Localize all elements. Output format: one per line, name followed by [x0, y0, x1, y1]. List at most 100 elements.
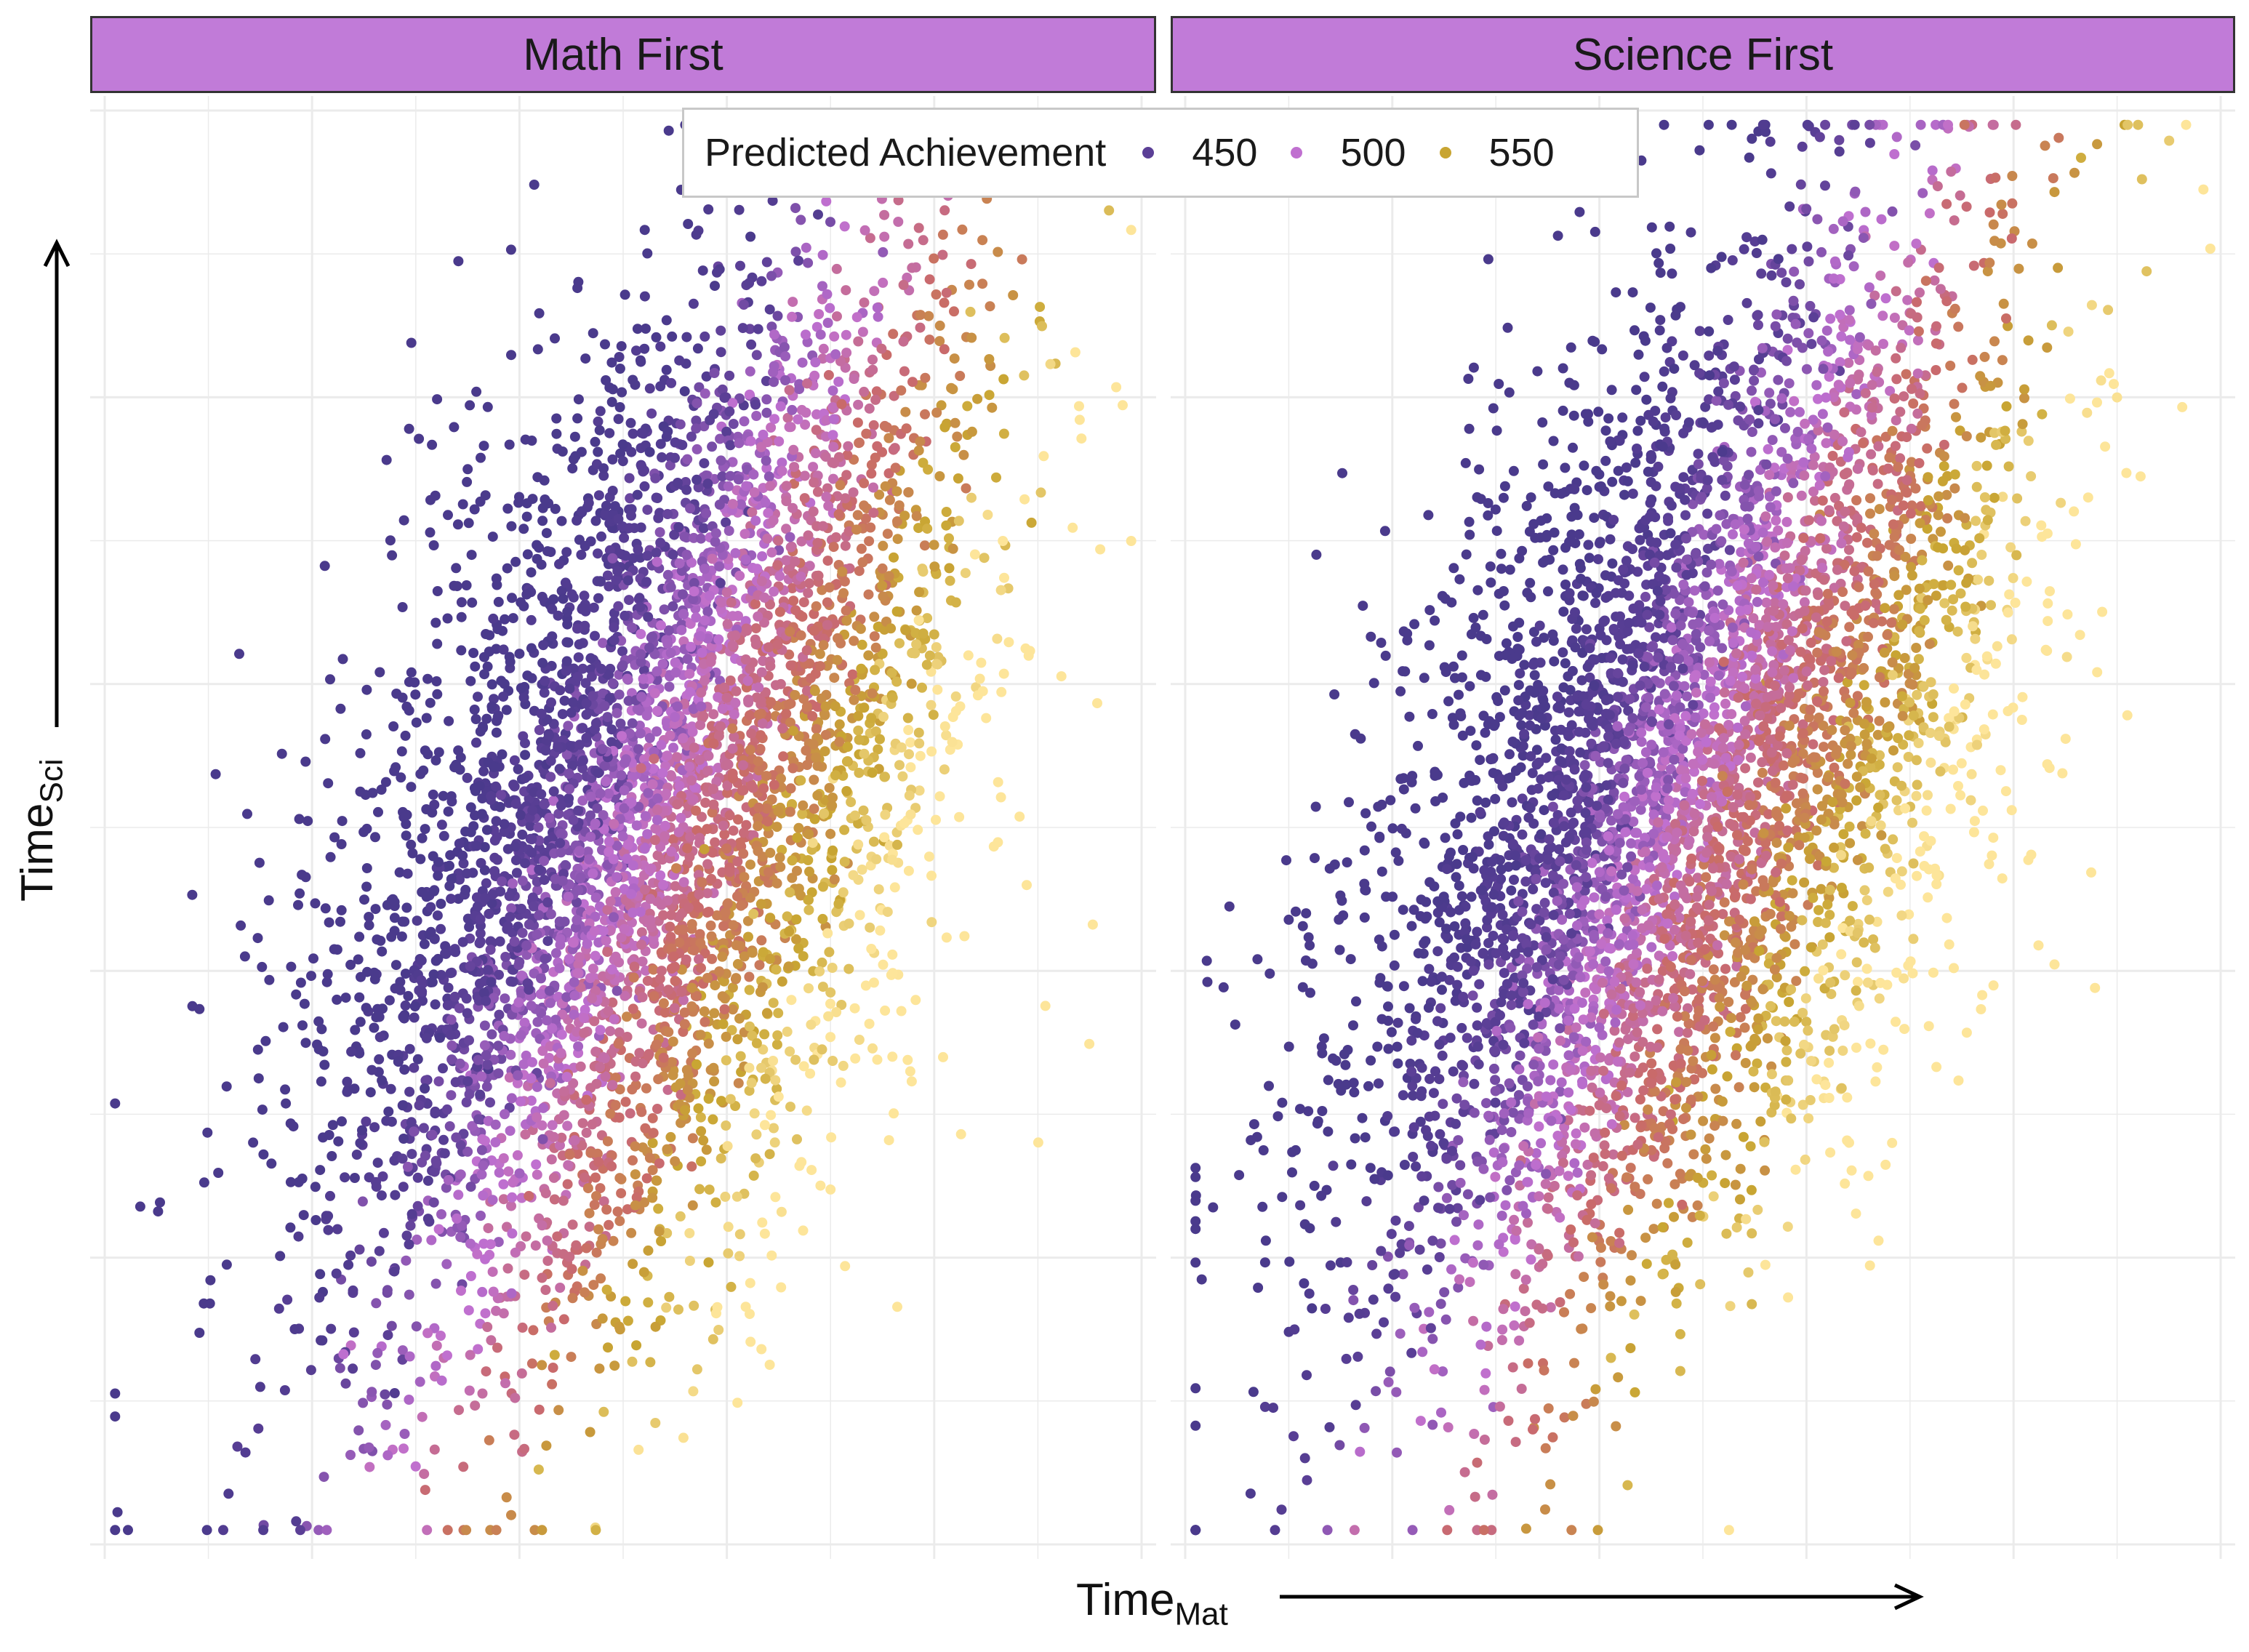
data-point	[617, 731, 627, 742]
data-point	[542, 897, 553, 907]
data-point	[582, 939, 593, 949]
data-point	[417, 1157, 428, 1168]
data-point	[742, 915, 753, 926]
data-point	[467, 597, 478, 608]
data-point	[597, 744, 608, 755]
data-point	[815, 661, 826, 672]
data-point	[493, 596, 504, 607]
data-point	[966, 426, 977, 437]
data-point	[575, 1061, 586, 1072]
data-point	[638, 673, 649, 684]
data-point	[746, 728, 757, 739]
data-point	[453, 1190, 464, 1200]
data-point	[389, 897, 400, 907]
data-point	[715, 577, 726, 588]
data-point	[875, 734, 885, 745]
data-point	[1022, 880, 1032, 891]
data-point	[827, 793, 838, 803]
data-point	[263, 895, 274, 906]
data-point	[749, 487, 760, 498]
data-point	[406, 667, 417, 678]
data-point	[652, 814, 662, 825]
data-point	[476, 452, 486, 463]
data-point	[857, 639, 867, 650]
data-point	[510, 1247, 521, 1258]
data-point	[450, 1077, 461, 1088]
data-point	[835, 1077, 846, 1088]
data-point	[308, 953, 318, 964]
data-point	[486, 679, 497, 690]
data-point	[697, 877, 707, 888]
data-point	[389, 926, 400, 937]
data-point	[349, 1083, 360, 1094]
data-point	[652, 1104, 662, 1114]
data-point	[401, 1230, 412, 1241]
data-point	[601, 500, 612, 511]
data-point	[775, 678, 786, 689]
data-point	[444, 860, 454, 871]
data-point	[668, 1070, 678, 1080]
data-point	[590, 718, 601, 729]
data-point	[620, 758, 630, 769]
data-point	[503, 1166, 514, 1177]
data-point	[481, 1050, 492, 1061]
data-point	[817, 982, 828, 993]
data-point	[331, 1268, 342, 1279]
data-point	[678, 636, 689, 647]
data-point	[647, 779, 658, 790]
data-point	[905, 1066, 915, 1077]
data-point	[755, 899, 766, 910]
data-point	[508, 779, 519, 790]
data-point	[661, 364, 672, 375]
data-point	[428, 789, 438, 800]
data-point	[615, 718, 626, 729]
data-point	[697, 647, 707, 658]
data-point	[542, 1256, 553, 1266]
data-point	[887, 1051, 898, 1062]
data-point	[361, 1003, 372, 1014]
data-point	[574, 639, 585, 650]
data-point	[775, 401, 786, 412]
data-point	[625, 417, 636, 428]
data-point	[563, 721, 574, 731]
data-point	[532, 1081, 542, 1092]
data-point	[653, 1074, 664, 1085]
data-point	[727, 1004, 738, 1015]
data-point	[744, 985, 755, 995]
data-point	[446, 1040, 457, 1051]
data-point	[563, 1160, 574, 1171]
data-point	[532, 1169, 542, 1180]
data-point	[868, 977, 879, 988]
data-point	[345, 1450, 356, 1460]
data-point	[853, 399, 864, 410]
data-point	[750, 1153, 761, 1164]
data-point	[444, 715, 454, 726]
data-point	[643, 612, 654, 622]
data-point	[665, 582, 676, 593]
data-point	[531, 1159, 542, 1170]
data-point	[354, 931, 365, 942]
data-point	[617, 831, 628, 842]
data-point	[355, 747, 366, 758]
data-point	[718, 921, 729, 931]
data-point	[817, 249, 828, 260]
data-point	[409, 677, 420, 688]
data-point	[811, 321, 822, 332]
data-point	[248, 1137, 259, 1148]
data-point	[492, 1342, 502, 1353]
data-point	[554, 763, 565, 774]
data-point	[433, 1076, 444, 1087]
data-point	[769, 377, 779, 388]
data-point	[806, 887, 817, 898]
data-point	[252, 1044, 263, 1055]
data-point	[506, 1288, 517, 1299]
data-point	[856, 543, 867, 554]
facet-strip-science-first: Science First	[1171, 16, 2235, 93]
data-point	[668, 951, 679, 962]
data-point	[404, 705, 414, 716]
data-point	[841, 329, 851, 340]
data-point	[662, 1144, 673, 1155]
data-point	[839, 857, 850, 867]
data-point	[759, 1120, 770, 1131]
data-point	[561, 547, 572, 558]
